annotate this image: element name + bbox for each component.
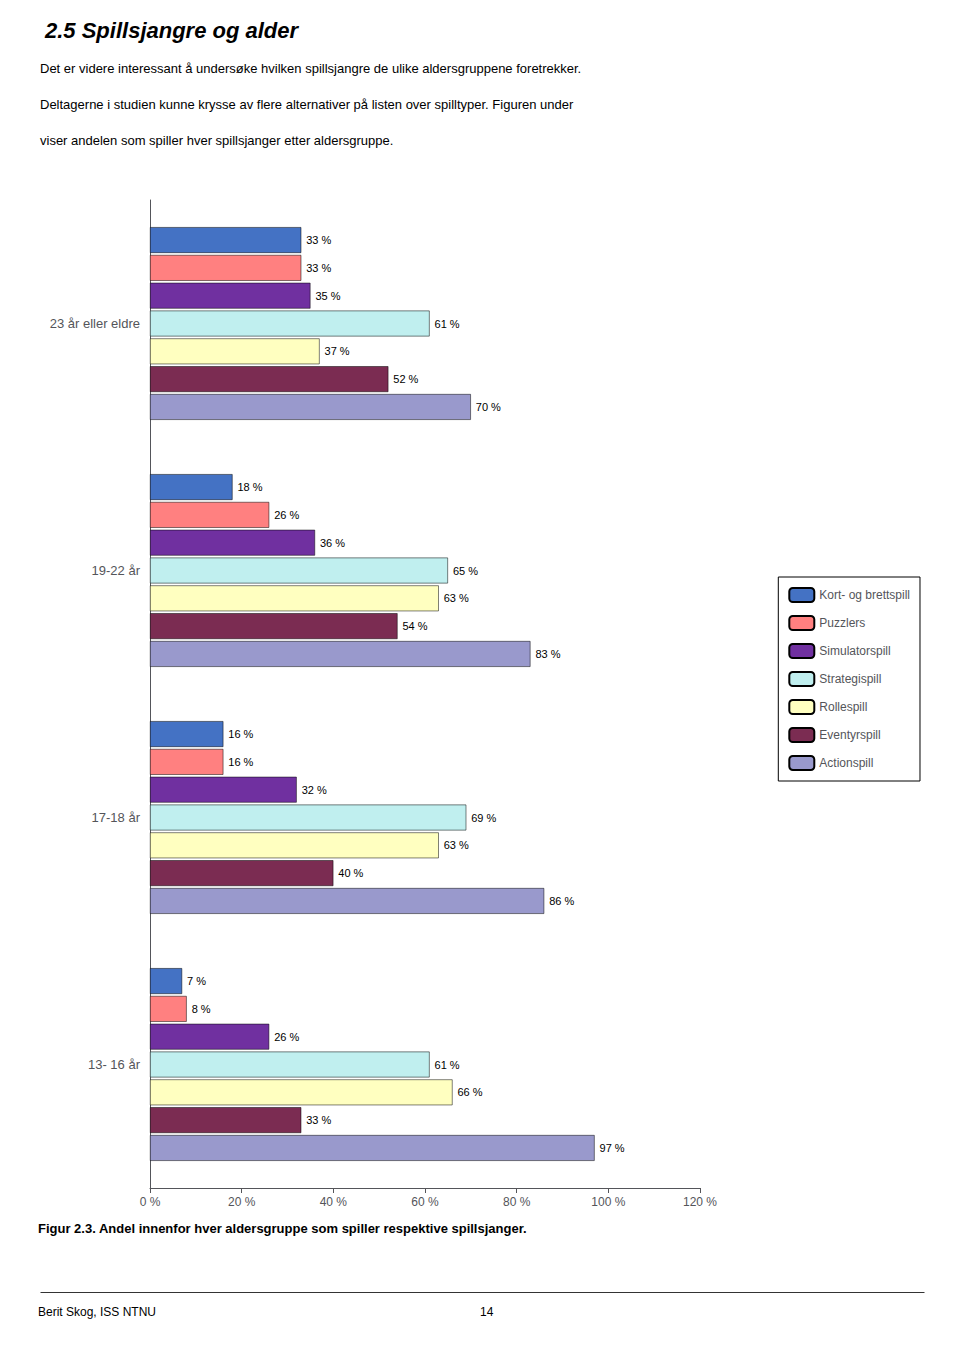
svg-text:61 %: 61 % [435,1059,460,1071]
svg-text:66 %: 66 % [458,1086,483,1098]
svg-text:97 %: 97 % [600,1142,625,1154]
svg-text:63 %: 63 % [444,839,469,851]
svg-text:63 %: 63 % [444,592,469,604]
svg-text:16 %: 16 % [228,756,253,768]
svg-text:Eventyrspill: Eventyrspill [819,728,880,742]
svg-text:Berit Skog, ISS NTNU: Berit Skog, ISS NTNU [38,1305,156,1319]
svg-text:7 %: 7 % [187,975,206,987]
svg-text:65 %: 65 % [453,565,478,577]
svg-text:52 %: 52 % [393,373,418,385]
svg-text:36 %: 36 % [320,537,345,549]
svg-text:17-18 år: 17-18 år [92,810,141,825]
svg-text:8 %: 8 % [192,1003,211,1015]
svg-text:18 %: 18 % [238,481,263,493]
svg-text:Det er videre interessant å un: Det er videre interessant å undersøke hv… [40,61,581,76]
svg-text:54 %: 54 % [403,620,428,632]
svg-text:26 %: 26 % [274,1031,299,1043]
svg-text:0 %: 0 % [140,1195,161,1209]
svg-text:23 år eller eldre: 23 år eller eldre [50,316,140,331]
svg-text:80 %: 80 % [503,1195,531,1209]
svg-text:16 %: 16 % [228,728,253,740]
svg-text:70 %: 70 % [476,401,501,413]
svg-text:33 %: 33 % [306,262,331,274]
svg-text:Deltagerne i studien kunne kry: Deltagerne i studien kunne krysse av fle… [40,97,574,112]
svg-text:Simulatorspill: Simulatorspill [819,644,890,658]
svg-text:61 %: 61 % [435,318,460,330]
svg-text:33 %: 33 % [306,1114,331,1126]
svg-text:120 %: 120 % [683,1195,717,1209]
svg-text:Strategispill: Strategispill [819,672,881,686]
svg-text:Kort- og brettspill: Kort- og brettspill [819,588,910,602]
svg-text:83 %: 83 % [535,648,560,660]
svg-text:Actionspill: Actionspill [819,756,873,770]
svg-text:40 %: 40 % [338,867,363,879]
svg-text:69 %: 69 % [471,812,496,824]
svg-text:37 %: 37 % [325,345,350,357]
svg-text:14: 14 [480,1305,494,1319]
svg-text:2.5 Spillsjangre og alder: 2.5 Spillsjangre og alder [44,18,300,43]
svg-text:Rollespill: Rollespill [819,700,867,714]
svg-text:Puzzlers: Puzzlers [819,616,865,630]
svg-text:33 %: 33 % [306,234,331,246]
svg-text:100 %: 100 % [591,1195,625,1209]
svg-text:20 %: 20 % [228,1195,256,1209]
svg-text:26 %: 26 % [274,509,299,521]
svg-text:86 %: 86 % [549,895,574,907]
svg-text:13- 16 år: 13- 16 år [88,1057,141,1072]
svg-text:32 %: 32 % [302,784,327,796]
svg-text:viser andelen som spiller hver: viser andelen som spiller hver spillsjan… [40,133,393,148]
svg-text:40 %: 40 % [320,1195,348,1209]
svg-text:Figur 2.3. Andel innenfor hver: Figur 2.3. Andel innenfor hver aldersgru… [38,1221,527,1236]
svg-text:60 %: 60 % [411,1195,439,1209]
svg-text:19-22 år: 19-22 år [92,563,141,578]
svg-text:35 %: 35 % [315,290,340,302]
